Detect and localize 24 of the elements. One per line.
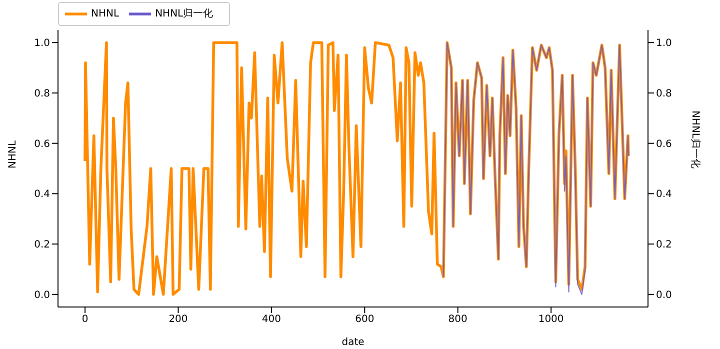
- y-tick-label: 0.6: [34, 138, 50, 150]
- line-series: [442, 42, 629, 295]
- x-tick-label: 200: [168, 314, 188, 326]
- y-axis-title: NHNL: [8, 140, 19, 168]
- x-tick-label: 400: [262, 314, 281, 326]
- x-tick-label: 800: [448, 314, 468, 326]
- x-tick-label: 1000: [538, 314, 564, 326]
- y2-axis-title: NHNL归一化: [689, 110, 702, 168]
- legend-label: NHNL: [91, 8, 120, 20]
- y-tick-label: 1.0: [34, 38, 50, 50]
- x-axis-title: date: [342, 337, 364, 348]
- y2-tick-label: 0.6: [656, 138, 672, 150]
- y-tick-label: 0.2: [34, 240, 50, 251]
- x-tick-label: 0: [82, 314, 88, 326]
- y2-tick-label: 0.0: [656, 290, 672, 301]
- y2-tick-label: 1.0: [656, 38, 672, 50]
- y2-tick-label: 0.8: [656, 88, 672, 100]
- legend-label: NHNL归一化: [155, 8, 214, 20]
- y2-tick-label: 0.4: [656, 189, 672, 200]
- y2-tick-label: 0.2: [656, 240, 672, 251]
- x-tick-label: 600: [355, 314, 374, 326]
- y-tick-label: 0.8: [34, 88, 50, 100]
- y-tick-label: 0.4: [34, 189, 50, 200]
- y-tick-label: 0.0: [34, 290, 50, 301]
